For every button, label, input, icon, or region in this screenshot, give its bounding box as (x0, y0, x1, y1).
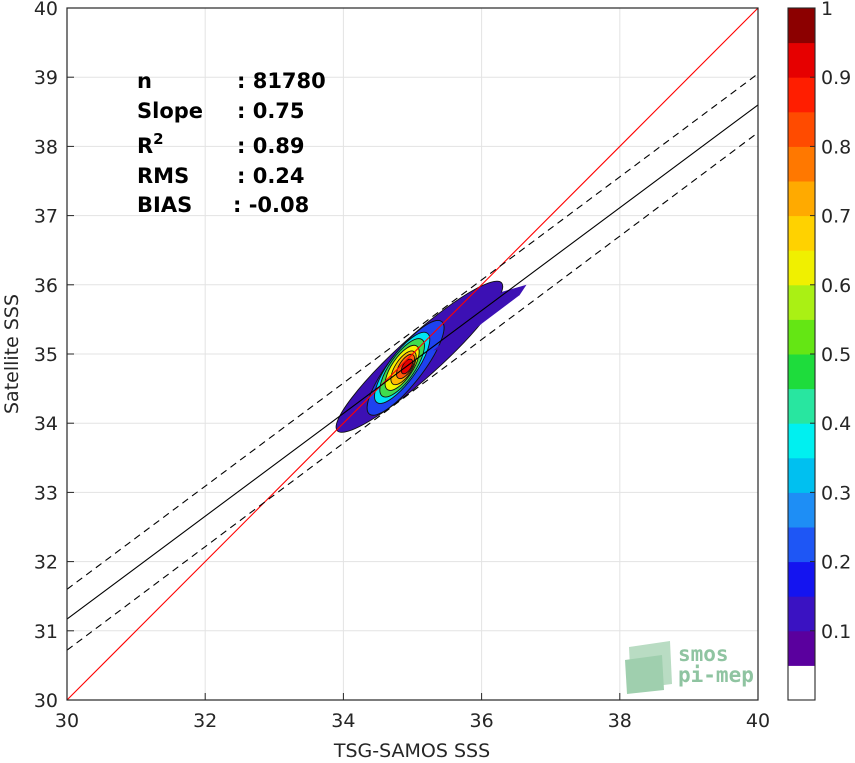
stat-value: : -0.08 (233, 193, 309, 217)
colorbar-segment (788, 146, 815, 182)
stat-value: : 0.24 (237, 164, 305, 188)
y-tick-label: 34 (34, 413, 58, 435)
stat-label: n (137, 69, 152, 93)
colorbar-tick-label: 0.7 (821, 206, 851, 228)
regression-line (66, 104, 759, 620)
y-tick-label: 33 (34, 482, 58, 504)
stat-value: : 0.75 (237, 99, 305, 123)
y-tick-label: 40 (34, 0, 58, 20)
colorbar-segment (788, 423, 815, 459)
colorbar-tick-label: 0.3 (821, 482, 851, 504)
colorbar-segment (788, 388, 815, 424)
y-axis-label: Satellite SSS (1, 294, 23, 414)
colorbar-segment (788, 111, 815, 147)
x-tick-label: 38 (608, 710, 632, 732)
stat-label-superscript: 2 (153, 130, 163, 148)
logo-mark-icon (625, 655, 664, 694)
one-to-one-line (66, 7, 759, 701)
stat-label: BIAS (137, 193, 192, 217)
colorbar-tick-label: 0.6 (821, 275, 851, 297)
stat-label: Slope (137, 99, 203, 123)
density-contours (335, 280, 527, 433)
x-tick-label: 36 (470, 710, 494, 732)
smos-pi-mep-logo: smos pi-mep (625, 641, 754, 694)
colorbar-tick-label: 0.9 (821, 67, 851, 89)
logo-text-bottom: pi-mep (678, 663, 754, 687)
x-tick-label: 40 (746, 710, 770, 732)
regression-upper-line (66, 73, 759, 590)
colorbar-tick-label: 0.5 (821, 344, 851, 366)
colorbar-tick-label: 0.4 (821, 413, 851, 435)
colorbar-segment (788, 284, 815, 320)
y-tick-label: 39 (34, 67, 58, 89)
y-axis-ticks: 30 31 32 33 34 35 36 37 38 39 40 (34, 0, 74, 712)
colorbar-segment (788, 630, 815, 666)
stat-value: : 81780 (237, 69, 326, 93)
stat-label: RMS (137, 164, 189, 188)
x-axis-ticks: 30 32 34 36 38 40 (55, 693, 770, 732)
stat-value: : 0.89 (237, 134, 305, 158)
colorbar: 0.1 0.2 0.3 0.4 0.5 0.6 0.7 0.8 0.9 1 (787, 0, 851, 701)
stat-label: R2 (137, 130, 164, 158)
y-tick-label: 30 (34, 690, 58, 712)
y-tick-label: 37 (34, 206, 58, 228)
y-tick-label: 36 (34, 275, 58, 297)
contour-tail (433, 284, 527, 351)
logo-text-top: smos (678, 642, 729, 666)
colorbar-segment (788, 561, 815, 597)
colorbar-tick-label: 0.8 (821, 136, 851, 158)
x-tick-label: 34 (331, 710, 355, 732)
colorbar-segment (788, 77, 815, 113)
colorbar-tick-label: 0.2 (821, 552, 851, 574)
x-axis-label: TSG-SAMOS SSS (333, 740, 490, 762)
colorbar-segment (788, 492, 815, 528)
y-tick-label: 35 (34, 344, 58, 366)
colorbar-segment (788, 596, 815, 632)
colorbar-segment (788, 457, 815, 493)
colorbar-segment (788, 527, 815, 563)
colorbar-tick-label: 1 (821, 0, 833, 20)
colorbar-segment (788, 319, 815, 355)
y-tick-label: 32 (34, 552, 58, 574)
colorbar-segment (788, 181, 815, 217)
colorbar-segment (788, 354, 815, 390)
y-tick-label: 38 (34, 136, 58, 158)
x-tick-label: 32 (193, 710, 217, 732)
colorbar-segment (788, 42, 815, 78)
colorbar-segment (788, 215, 815, 251)
stats-box: n : 81780 Slope : 0.75 R2 : 0.89 RMS : 0.24 BIAS… (137, 69, 326, 217)
y-tick-label: 31 (34, 621, 58, 643)
colorbar-tick-label: 0.1 (821, 621, 851, 643)
colorbar-segment (788, 8, 815, 44)
reference-lines (66, 7, 759, 701)
x-tick-label: 30 (55, 710, 79, 732)
colorbar-segment (788, 665, 815, 701)
colorbar-segment (788, 250, 815, 286)
